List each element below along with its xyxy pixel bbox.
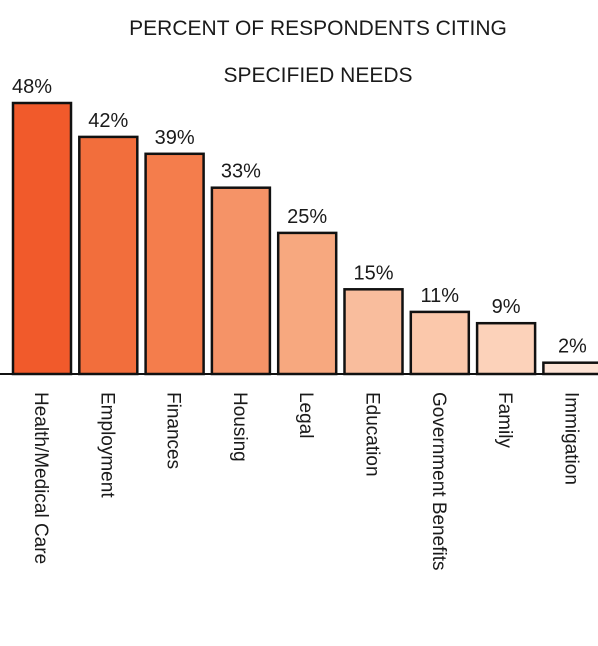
bar-housing — [210, 186, 272, 376]
bar-immigation — [542, 361, 598, 376]
value-label-health-medical-care: 48% — [12, 76, 52, 98]
value-label-housing: 33% — [221, 161, 261, 183]
value-label-family: 9% — [492, 296, 521, 318]
chart-title: PERCENT OF RESPONDENTS CITING SPECIFIED … — [129, 17, 507, 87]
bar-legal — [276, 231, 338, 376]
chart-title-line-2: SPECIFIED NEEDS — [223, 64, 412, 87]
category-label-legal: Legal — [295, 392, 316, 439]
category-label-employment: Employment — [96, 392, 117, 498]
value-label-education: 15% — [353, 262, 393, 284]
bar-education — [343, 288, 404, 376]
value-labels: 48% 42% 39% 33% 25% 15% 11% 9% 2% — [12, 76, 587, 358]
category-label-finances: Finances — [163, 392, 184, 469]
value-label-immigation: 2% — [558, 336, 587, 358]
category-label-immigation: Immigation — [560, 392, 581, 485]
category-label-housing: Housing — [229, 392, 250, 462]
bar-family — [475, 321, 537, 376]
category-label-education: Education — [362, 392, 383, 477]
bar-employment — [78, 135, 139, 376]
chart-title-line-1: PERCENT OF RESPONDENTS CITING — [129, 17, 507, 40]
category-label-government-benefits: Government Benefits — [428, 392, 449, 570]
category-label-family: Family — [494, 392, 515, 448]
category-labels: Health/Medical Care Employment Finances Hou… — [30, 392, 581, 570]
value-label-employment: 42% — [88, 110, 128, 132]
bar-government-benefits — [409, 310, 471, 376]
value-label-legal: 25% — [287, 206, 327, 228]
bar-series — [11, 101, 598, 376]
bar-health-medical-care — [11, 101, 73, 376]
bar-finances — [144, 152, 205, 376]
category-label-health-medical-care: Health/Medical Care — [30, 392, 51, 564]
value-label-finances: 39% — [155, 127, 195, 149]
value-label-government-benefits: 11% — [421, 285, 460, 307]
